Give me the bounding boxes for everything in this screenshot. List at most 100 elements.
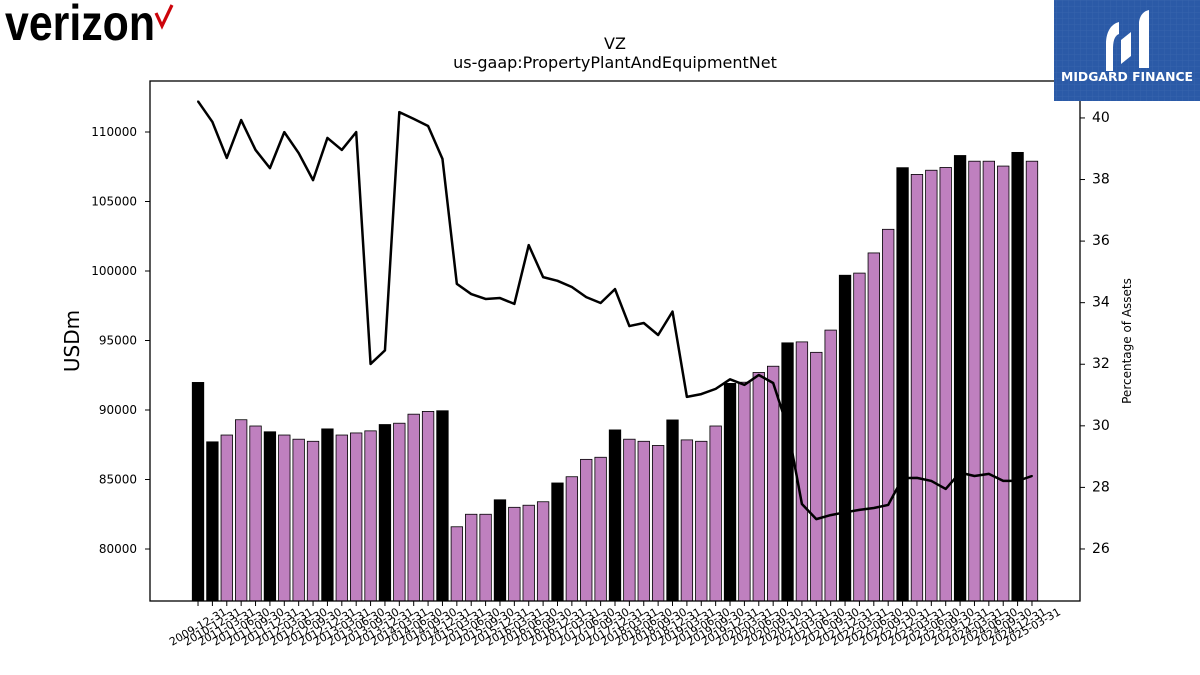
line-point-2015-12-31 — [498, 297, 501, 300]
line-point-2022-12-31 — [901, 477, 904, 480]
y-axis-right: 26 28 30 32 34 36 38 40 — [1080, 110, 1110, 557]
verizon-check-icon — [154, 4, 174, 30]
midgard-finance-logo: MIDGARD FINANCE — [1054, 0, 1200, 101]
bar-2011-06-30 — [235, 419, 248, 602]
line-point-2012-03-31 — [283, 131, 286, 134]
bar-2019-12-31 — [723, 382, 737, 602]
bar-series — [191, 151, 1039, 602]
bar-2022-03-31 — [853, 272, 866, 602]
bar-2024-06-30 — [982, 160, 995, 602]
line-point-2009-12-31 — [197, 100, 200, 103]
line-point-2013-12-31 — [383, 349, 386, 352]
bar-2024-09-30 — [997, 165, 1010, 602]
chart-subtitle: us-gaap:PropertyPlantAndEquipmentNet — [453, 53, 777, 72]
line-point-2012-09-30 — [312, 179, 315, 182]
verizon-logo-text: verizon — [5, 0, 155, 51]
bar-2014-12-31 — [436, 410, 449, 602]
bar-2023-06-30 — [925, 169, 938, 602]
line-point-2016-12-31 — [556, 279, 559, 282]
line-point-2016-09-30 — [542, 276, 545, 279]
line-point-2017-12-31 — [614, 288, 616, 291]
bar-2023-03-31 — [910, 174, 924, 602]
line-point-2018-12-31 — [671, 310, 674, 313]
y-tick-label-left: 95000 — [99, 334, 137, 348]
y-tick-label-left: 90000 — [99, 403, 137, 417]
bar-2021-09-30 — [824, 329, 837, 602]
midgard-logo-text: MIDGARD FINANCE — [1061, 69, 1193, 84]
bar-2016-06-30 — [522, 504, 535, 602]
bar-2023-12-31 — [953, 155, 967, 602]
bar-2014-06-30 — [407, 413, 420, 602]
percentage-line-series — [196, 100, 1033, 521]
bar-2015-12-31 — [493, 499, 507, 602]
bar-2025-03-31 — [1025, 160, 1039, 602]
y-tick-label-right: 38 — [1092, 172, 1110, 188]
line-point-2012-12-31 — [326, 136, 329, 139]
line-point-2021-09-30 — [829, 514, 832, 517]
y-tick-label-right: 26 — [1092, 541, 1110, 557]
line-point-2018-09-30 — [657, 334, 660, 336]
bar-2017-12-31 — [608, 429, 622, 602]
bar-2012-12-31 — [321, 428, 334, 602]
bar-2023-09-30 — [939, 167, 952, 602]
line-point-2022-09-30 — [887, 503, 890, 506]
line-point-2011-09-30 — [254, 148, 257, 151]
bar-2018-12-31 — [666, 419, 679, 602]
bar-2016-09-30 — [536, 501, 550, 602]
bar-2017-06-30 — [580, 458, 593, 602]
y-axis-left: 80000 85000 90000 95000 100000 105000 110000 — [91, 125, 150, 556]
line-point-2020-12-31 — [786, 426, 789, 429]
y-axis-left-label: USDm — [60, 310, 84, 372]
line-point-2013-06-30 — [355, 131, 358, 134]
bar-2013-03-31 — [335, 434, 348, 602]
line-point-2019-03-31 — [685, 395, 688, 398]
line-point-2020-06-30 — [757, 374, 760, 377]
line-point-2020-09-30 — [772, 382, 775, 385]
line-point-2024-03-31 — [973, 475, 976, 477]
bar-2021-12-31 — [838, 274, 852, 602]
bar-2010-12-31 — [206, 441, 219, 602]
bar-2021-06-30 — [810, 351, 823, 602]
line-point-2021-12-31 — [844, 511, 847, 514]
line-point-2018-03-31 — [628, 325, 631, 328]
x-axis: 2009-12-312010-12-312011-03-312011-06-30… — [167, 601, 1063, 649]
line-point-2011-12-31 — [268, 167, 271, 170]
y-tick-label-left: 80000 — [99, 542, 137, 556]
bar-2019-09-30 — [709, 425, 722, 602]
line-point-2020-03-31 — [743, 383, 746, 386]
line-point-2023-12-31 — [959, 471, 962, 474]
line-point-2022-06-30 — [872, 507, 875, 510]
line-point-2013-09-30 — [369, 362, 372, 365]
line-point-2024-06-30 — [987, 472, 990, 475]
bar-2018-06-30 — [637, 440, 650, 602]
line-point-2016-03-31 — [513, 302, 516, 305]
line-point-2010-12-31 — [211, 120, 214, 123]
line-point-2019-12-31 — [729, 378, 732, 381]
bar-2022-09-30 — [882, 228, 895, 602]
line-point-2023-06-30 — [930, 479, 933, 482]
bar-2016-12-31 — [551, 482, 564, 602]
bar-2020-12-31 — [781, 342, 794, 602]
bar-2018-03-31 — [623, 438, 636, 602]
y-tick-label-right: 32 — [1092, 356, 1110, 372]
line-point-2013-03-31 — [340, 148, 343, 151]
line-point-2011-03-31 — [225, 156, 228, 159]
line-point-2024-09-30 — [1002, 479, 1005, 482]
bar-2011-03-31 — [220, 434, 233, 602]
bar-2019-03-31 — [680, 439, 694, 602]
bar-2024-12-31 — [1011, 151, 1024, 602]
line-point-2012-06-30 — [297, 152, 300, 155]
midgard-m-icon — [1106, 10, 1149, 71]
bar-2022-12-31 — [896, 167, 909, 602]
bar-2013-09-30 — [364, 430, 377, 602]
bar-2020-09-30 — [767, 365, 780, 602]
y-tick-label-left: 100000 — [91, 264, 137, 278]
bar-2015-03-31 — [450, 526, 463, 602]
bar-2020-03-31 — [738, 381, 751, 602]
chart-title: VZ — [604, 34, 626, 53]
line-point-2024-12-31 — [1016, 479, 1019, 482]
bar-2011-09-30 — [249, 425, 262, 602]
bar-2009-12-31 — [191, 382, 205, 602]
line-point-2014-09-30 — [427, 124, 430, 127]
line-point-2025-03-31 — [1030, 475, 1033, 477]
